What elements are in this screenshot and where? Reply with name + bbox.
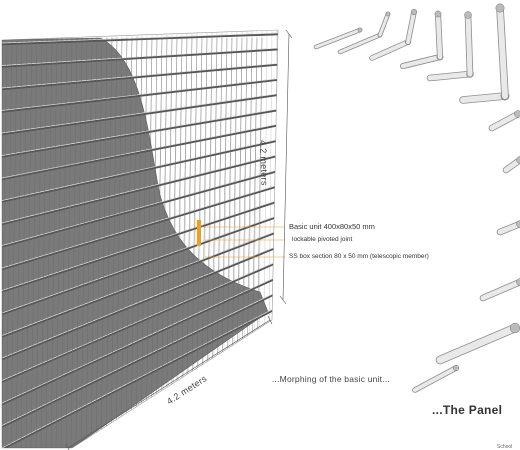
panel-rail	[2, 306, 278, 448]
basic-unit	[435, 322, 520, 365]
morphing-caption: ...Morphing of the basic unit...	[272, 374, 390, 384]
wall-stripe	[50, 37, 58, 448]
panel-rail	[2, 184, 278, 271]
wall-stripe	[105, 37, 113, 448]
panel-rail-highlight	[2, 154, 278, 224]
panel-rail-highlight	[2, 306, 278, 448]
panel-rail-highlight	[2, 32, 278, 44]
wall-stripe	[5, 37, 13, 448]
basic-unit	[405, 8, 418, 45]
panel-rail-highlight	[2, 245, 278, 359]
panel-rail-highlight	[2, 291, 278, 426]
wall-stripe	[60, 37, 68, 448]
wall-stripe	[155, 37, 163, 448]
wall-stripe	[120, 37, 128, 448]
morph-sequence	[313, 3, 520, 393]
basic-unit	[488, 110, 520, 132]
panel-rail-highlight	[2, 275, 278, 404]
basic-unit	[412, 364, 460, 393]
callout-basic-unit: Basic unit 400x80x50 mm	[289, 222, 375, 231]
wall-stripe	[15, 37, 23, 448]
wall-stripe	[40, 37, 48, 448]
panel-rail-highlight	[2, 184, 278, 269]
wall-stripe	[150, 37, 158, 448]
panel-rail-highlight	[2, 108, 278, 156]
panel-rail-highlight	[2, 260, 278, 381]
wall-stripe	[135, 37, 143, 448]
panel-rail	[2, 124, 278, 181]
basic-unit	[313, 27, 363, 50]
wall-stripe	[2, 37, 8, 448]
footer-text: School	[497, 444, 513, 450]
height-dimension-label: 4.2 meters	[258, 140, 270, 186]
panel-rail	[2, 48, 278, 68]
wall-stripe	[100, 37, 108, 448]
panel-rail	[2, 63, 278, 91]
wall-stripe	[160, 37, 168, 448]
panel-rail-highlight	[2, 63, 278, 89]
wall-stripe	[165, 37, 173, 448]
panel-rail	[2, 169, 278, 248]
panel-rail	[2, 108, 278, 158]
wall-stripe	[75, 37, 83, 448]
panel-rail-highlight	[2, 78, 278, 111]
wall-stripe	[90, 37, 98, 448]
panel-rail-highlight	[2, 199, 278, 291]
panel-caption: ...The Panel	[432, 403, 503, 417]
basic-unit	[502, 156, 520, 174]
callout-pivoted-joint: lockable pivoted joint	[292, 236, 353, 243]
callout-lines	[201, 226, 285, 258]
panel-rail	[2, 200, 278, 293]
panel-rail	[2, 260, 278, 383]
basic-unit	[369, 38, 412, 61]
basic-unit-highlight	[197, 220, 201, 246]
basic-unit	[464, 11, 474, 78]
wall-stripe	[85, 37, 93, 448]
basic-unit	[377, 11, 391, 38]
panel-rail	[2, 93, 278, 136]
panel-rail	[2, 245, 278, 361]
wall-stripe	[45, 37, 53, 448]
wall-stripe	[170, 37, 178, 448]
panel-rail	[2, 32, 278, 46]
panel-rail	[2, 291, 278, 428]
wall-stripe	[115, 37, 123, 448]
panel-rail-highlight	[2, 123, 278, 179]
wall-stripe	[25, 37, 33, 448]
wall-stripe	[145, 37, 153, 448]
panel-rail	[2, 78, 278, 113]
wall-stripe	[130, 37, 138, 448]
wall-stripe	[125, 37, 133, 448]
basic-unit	[496, 220, 520, 236]
wall-stripe	[35, 37, 43, 448]
wall-stripe	[30, 37, 38, 448]
basic-unit	[479, 278, 520, 302]
panel-rail-highlight	[2, 93, 278, 134]
wall-stripe	[10, 37, 18, 448]
basic-unit	[495, 3, 509, 100]
wall-stripe	[70, 37, 78, 448]
callout-box-section: SS box section 80 x 50 mm (telescopic me…	[289, 253, 429, 260]
wall-stripe	[20, 37, 28, 448]
panel-rail	[2, 276, 278, 406]
wall-stripe	[175, 37, 183, 448]
wall-stripe	[55, 37, 63, 448]
wall-stripe	[110, 37, 118, 448]
panel-rail	[2, 154, 278, 226]
panel-rail-highlight	[2, 169, 278, 246]
dimension-lines	[65, 29, 293, 450]
basic-unit	[434, 10, 444, 61]
wall-stripe	[140, 37, 148, 448]
wall-stripe	[95, 37, 103, 448]
panel-rail-highlight	[2, 215, 278, 314]
wall-stripe	[80, 37, 88, 448]
wall-stripe	[65, 37, 73, 448]
